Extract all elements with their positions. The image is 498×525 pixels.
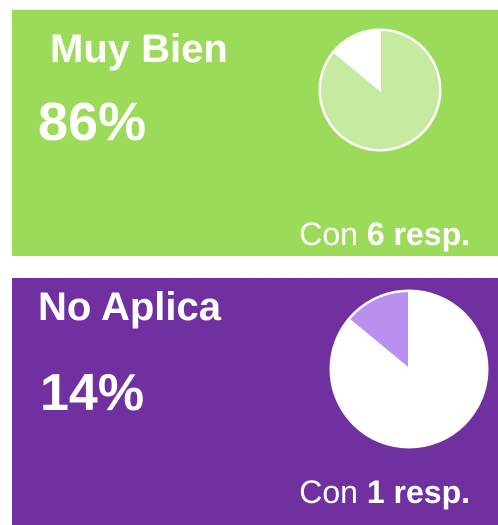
- card-title: No Aplica: [38, 285, 222, 329]
- footer-suffix: resp.: [394, 216, 470, 252]
- card-title: Muy Bien: [50, 27, 228, 71]
- footer: Con 1 resp.: [299, 474, 470, 510]
- response-count: 6: [367, 216, 385, 252]
- footer-suffix: resp.: [394, 474, 470, 510]
- card: No Aplica 14% Con 1 resp.: [12, 278, 498, 525]
- percent-label: 14%: [40, 364, 144, 422]
- pie-slice: [347, 289, 410, 372]
- footer-prefix: Con: [299, 474, 358, 510]
- footer-prefix: Con: [299, 216, 358, 252]
- card: Muy Bien 86% Con 6 resp.: [12, 10, 498, 256]
- footer: Con 6 resp.: [299, 216, 470, 252]
- response-count: 1: [367, 474, 385, 510]
- pie-slice: [319, 28, 441, 151]
- percent-label: 86%: [38, 92, 146, 152]
